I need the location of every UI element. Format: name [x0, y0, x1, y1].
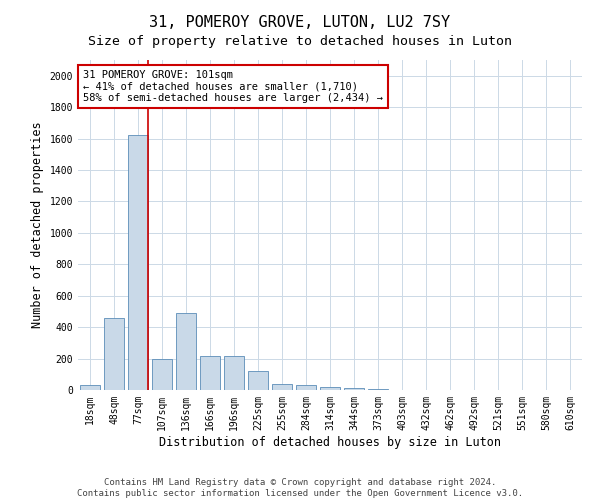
- Bar: [272, 384, 292, 390]
- Bar: [200, 356, 220, 390]
- Bar: [152, 360, 172, 390]
- Bar: [368, 389, 388, 390]
- Bar: [80, 386, 100, 390]
- X-axis label: Distribution of detached houses by size in Luton: Distribution of detached houses by size …: [159, 436, 501, 448]
- Bar: [128, 136, 148, 390]
- Bar: [224, 356, 244, 390]
- Text: Contains HM Land Registry data © Crown copyright and database right 2024.
Contai: Contains HM Land Registry data © Crown c…: [77, 478, 523, 498]
- Bar: [248, 371, 268, 390]
- Text: 31 POMEROY GROVE: 101sqm
← 41% of detached houses are smaller (1,710)
58% of sem: 31 POMEROY GROVE: 101sqm ← 41% of detach…: [83, 70, 383, 103]
- Bar: [320, 387, 340, 390]
- Y-axis label: Number of detached properties: Number of detached properties: [31, 122, 44, 328]
- Bar: [176, 313, 196, 390]
- Text: Size of property relative to detached houses in Luton: Size of property relative to detached ho…: [88, 35, 512, 48]
- Bar: [344, 388, 364, 390]
- Bar: [104, 318, 124, 390]
- Text: 31, POMEROY GROVE, LUTON, LU2 7SY: 31, POMEROY GROVE, LUTON, LU2 7SY: [149, 15, 451, 30]
- Bar: [296, 384, 316, 390]
